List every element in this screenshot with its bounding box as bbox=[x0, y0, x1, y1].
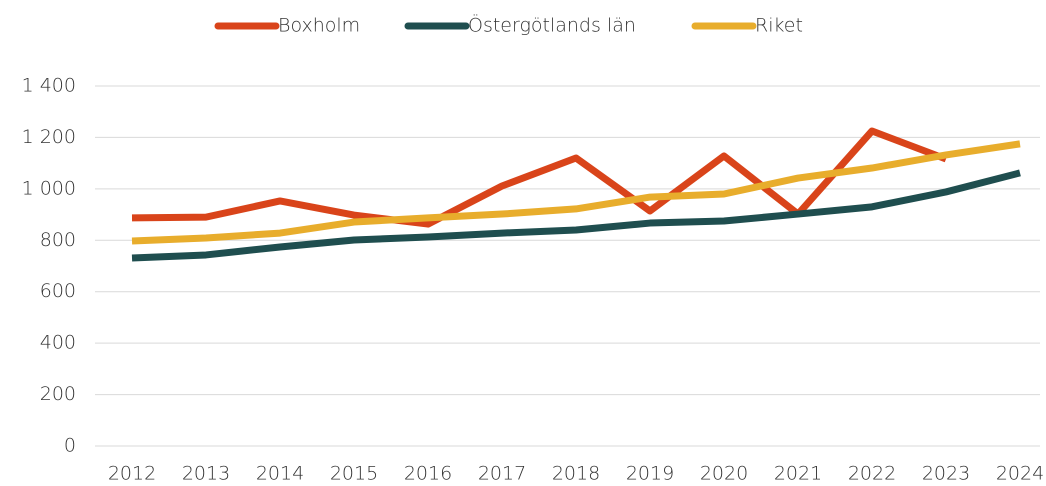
y-tick-label: 1 000 bbox=[22, 177, 76, 199]
x-tick-label: 2013 bbox=[182, 463, 230, 485]
y-tick-label: 800 bbox=[40, 229, 76, 251]
x-tick-label: 2021 bbox=[774, 463, 822, 485]
x-tick-label: 2024 bbox=[996, 463, 1044, 485]
x-tick-label: 2012 bbox=[108, 463, 156, 485]
legend-label: Östergötlands län bbox=[468, 14, 636, 37]
x-tick-label: 2016 bbox=[404, 463, 452, 485]
x-tick-label: 2023 bbox=[922, 463, 970, 485]
legend-label: Boxholm bbox=[278, 15, 360, 37]
x-tick-label: 2018 bbox=[552, 463, 600, 485]
x-tick-label: 2015 bbox=[330, 463, 378, 485]
y-tick-label: 1 200 bbox=[22, 126, 76, 148]
y-tick-label: 0 bbox=[64, 435, 76, 457]
x-tick-label: 2019 bbox=[626, 463, 674, 485]
series-line bbox=[131, 140, 1021, 245]
legend-label: Riket bbox=[755, 15, 803, 37]
x-tick-label: 2022 bbox=[848, 463, 896, 485]
x-tick-label: 2020 bbox=[700, 463, 748, 485]
series-line bbox=[131, 127, 948, 228]
y-tick-label: 400 bbox=[40, 332, 76, 354]
y-tick-label: 200 bbox=[40, 383, 76, 405]
x-tick-label: 2017 bbox=[478, 463, 526, 485]
series-line bbox=[131, 169, 1021, 262]
y-tick-label: 1 400 bbox=[22, 75, 76, 97]
y-tick-label: 600 bbox=[40, 280, 76, 302]
x-tick-label: 2014 bbox=[256, 463, 304, 485]
